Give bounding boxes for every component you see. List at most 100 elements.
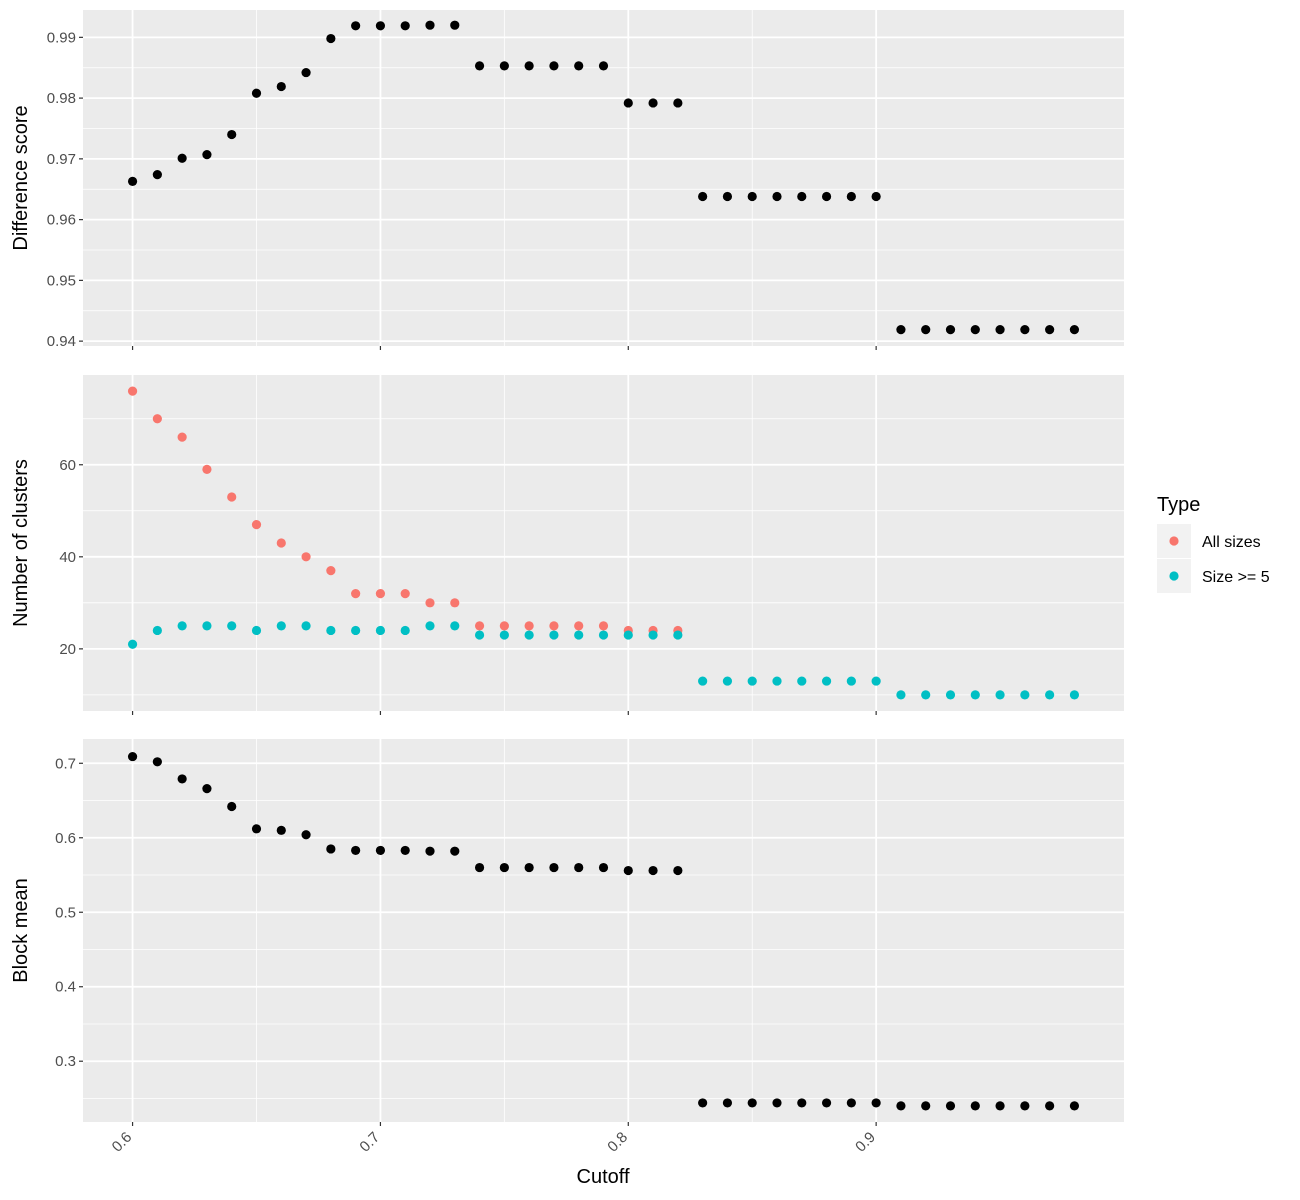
legend-entry: All sizes (1157, 524, 1261, 558)
panel-background (83, 10, 1124, 346)
data-point (995, 690, 1005, 700)
data-point (1045, 1101, 1055, 1111)
y-axis-title: Number of clusters (10, 459, 32, 627)
panel-2: 20 40 60 Number of clusters (10, 375, 1124, 715)
data-point (871, 676, 881, 686)
data-point (351, 845, 361, 856)
data-point (499, 862, 509, 873)
y-tick-label: 40 (59, 549, 76, 566)
data-point (152, 414, 162, 424)
data-point (276, 825, 286, 835)
data-point (177, 432, 187, 442)
data-point (450, 598, 460, 608)
data-point (351, 21, 361, 31)
data-point (450, 20, 460, 30)
panel-1: 0.94 0.95 0.96 0.97 0.98 0.99 Difference score (10, 10, 1124, 350)
data-point (598, 61, 609, 71)
data-point (549, 61, 559, 71)
data-point (797, 1098, 807, 1108)
data-point (301, 621, 311, 631)
x-axis-title: Cutoff (577, 1166, 630, 1188)
data-point (821, 676, 832, 686)
data-point (152, 170, 162, 180)
y-tick-label: 0.98 (47, 90, 76, 107)
data-point (499, 621, 509, 631)
data-point (177, 774, 187, 784)
data-point (673, 98, 683, 108)
data-point (375, 625, 386, 636)
data-point (574, 61, 584, 71)
panels: 0.94 0.95 0.96 0.97 0.98 0.99 Difference score… (10, 10, 1124, 1126)
data-point (821, 191, 832, 202)
data-point (648, 630, 658, 640)
data-point (276, 81, 286, 92)
y-tick-label: 0.7 (55, 755, 76, 772)
data-point (846, 191, 856, 202)
data-point (177, 621, 187, 631)
data-point (351, 625, 361, 636)
data-point (375, 21, 386, 31)
data-point (871, 1098, 881, 1108)
data-point (202, 621, 212, 631)
data-point (326, 844, 336, 854)
data-point (524, 862, 534, 873)
legend-label: Size >= 5 (1202, 569, 1270, 586)
data-point (474, 61, 485, 71)
data-point (846, 676, 856, 686)
data-point (549, 862, 559, 873)
data-point (970, 1101, 980, 1111)
data-point (896, 690, 906, 700)
data-point (871, 191, 881, 202)
data-point (326, 33, 336, 44)
data-point (400, 589, 410, 599)
y-tick-label: 0.4 (55, 979, 76, 996)
data-point (896, 324, 906, 335)
data-point (425, 621, 435, 631)
data-point (276, 538, 286, 548)
data-point (598, 630, 609, 640)
legend-title: Type (1157, 494, 1200, 516)
data-point (549, 630, 559, 640)
data-point (375, 845, 386, 856)
data-point (251, 824, 262, 834)
data-point (474, 621, 485, 631)
y-axis-title: Difference score (10, 105, 32, 250)
y-tick-label: 0.5 (55, 904, 76, 921)
data-point (152, 625, 162, 636)
data-point (698, 191, 708, 202)
series-1 (127, 751, 1080, 1111)
data-point (1069, 1101, 1080, 1111)
data-point (227, 492, 237, 502)
data-point (400, 625, 410, 636)
data-point (673, 865, 683, 876)
series-1 (127, 20, 1080, 335)
legend-marker (1169, 571, 1179, 581)
data-point (846, 1098, 856, 1108)
gridlines (83, 10, 1124, 346)
data-point (921, 1101, 931, 1111)
data-point (722, 1098, 733, 1108)
data-point (474, 862, 485, 873)
data-point (1045, 324, 1055, 335)
x-tick-label: 0.7 (356, 1129, 383, 1156)
gridlines (83, 375, 1124, 711)
data-point (598, 621, 609, 631)
data-point (921, 324, 931, 335)
data-point (623, 98, 633, 108)
data-point (202, 464, 212, 474)
data-point (673, 630, 683, 640)
y-tick-label: 0.99 (47, 29, 76, 46)
data-point (970, 690, 980, 700)
data-point (301, 552, 311, 562)
data-point (623, 865, 633, 876)
data-point (227, 129, 237, 140)
gridlines (83, 739, 1124, 1122)
data-point (1020, 690, 1030, 700)
data-point (227, 801, 237, 812)
data-point (127, 176, 138, 186)
data-point (945, 324, 956, 335)
data-point (1020, 324, 1030, 335)
panel-background (83, 375, 1124, 711)
data-point (945, 690, 956, 700)
